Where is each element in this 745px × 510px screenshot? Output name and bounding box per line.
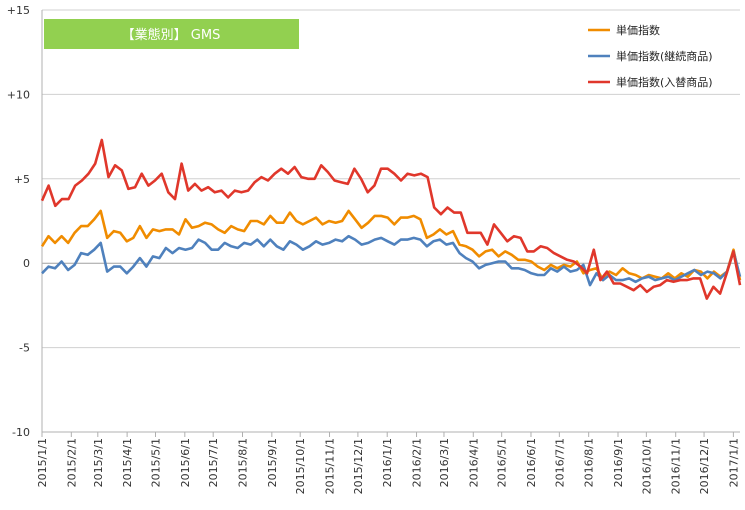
title-background bbox=[44, 19, 299, 49]
y-tick-label: -5 bbox=[19, 342, 30, 355]
legend-label: 単価指数 bbox=[616, 23, 660, 37]
legend-item-1: 単価指数(継続商品) bbox=[588, 49, 713, 63]
x-tick-label: 2015/1/1 bbox=[36, 438, 49, 487]
x-tick-label: 2016/6/1 bbox=[525, 438, 538, 487]
x-tick-label: 2015/12/1 bbox=[352, 438, 365, 494]
x-tick-label: 2015/6/1 bbox=[179, 438, 192, 487]
x-tick-label: 2016/3/1 bbox=[438, 438, 451, 487]
y-tick-label: +10 bbox=[7, 88, 30, 101]
y-tick-label: +15 bbox=[7, 4, 30, 17]
series-line-1 bbox=[41, 234, 742, 287]
x-tick-label: 2015/10/1 bbox=[294, 438, 307, 494]
x-tick-label: 2015/5/1 bbox=[149, 438, 162, 487]
legend-label: 単価指数(入替商品) bbox=[616, 75, 713, 89]
x-tick-label: 2016/11/1 bbox=[670, 438, 683, 494]
x-tick-label: 2015/2/1 bbox=[65, 438, 78, 487]
x-tick-label: 2015/7/1 bbox=[207, 438, 220, 487]
x-tick-label: 2016/7/1 bbox=[553, 438, 566, 487]
x-tick-label: 2015/9/1 bbox=[266, 438, 279, 487]
y-tick-label: +5 bbox=[14, 173, 30, 186]
x-tick-label: 2016/1/1 bbox=[381, 438, 394, 487]
y-axis-ticks: +15 +10 +5 0 -5 -10 bbox=[7, 4, 30, 439]
legend-item-0: 単価指数 bbox=[588, 23, 660, 37]
x-tick-label: 2016/4/1 bbox=[467, 438, 480, 487]
x-tick-label: 2015/4/1 bbox=[121, 438, 134, 487]
chart-title-box: 【業態別】 GMS bbox=[44, 19, 299, 49]
x-tick-label: 2016/12/1 bbox=[698, 438, 711, 494]
x-tick-label: 2016/5/1 bbox=[496, 438, 509, 487]
x-axis: 2015/1/1 2015/2/1 2015/3/1 2015/4/1 2015/5/1… bbox=[36, 10, 740, 494]
legend-label: 単価指数(継続商品) bbox=[616, 49, 713, 63]
x-tick-label: 2016/10/1 bbox=[640, 438, 653, 494]
x-tick-label: 2016/2/1 bbox=[411, 438, 424, 487]
y-tick-label: 0 bbox=[23, 257, 30, 270]
x-tick-label: 2015/11/1 bbox=[324, 438, 337, 494]
x-tick-label: 2016/9/1 bbox=[612, 438, 625, 487]
x-tick-label: 2015/3/1 bbox=[92, 438, 105, 487]
y-tick-label: -10 bbox=[12, 426, 30, 439]
chart-title: 【業態別】 GMS bbox=[122, 27, 221, 43]
x-tick-label: 2017/1/1 bbox=[727, 438, 740, 487]
series-line-2 bbox=[40, 138, 742, 300]
legend-item-2: 単価指数(入替商品) bbox=[588, 75, 713, 89]
x-tick-label: 2015/8/1 bbox=[237, 438, 250, 487]
x-tick-label: 2016/8/1 bbox=[583, 438, 596, 487]
series-line-0 bbox=[40, 209, 742, 282]
series-lines bbox=[40, 138, 742, 300]
